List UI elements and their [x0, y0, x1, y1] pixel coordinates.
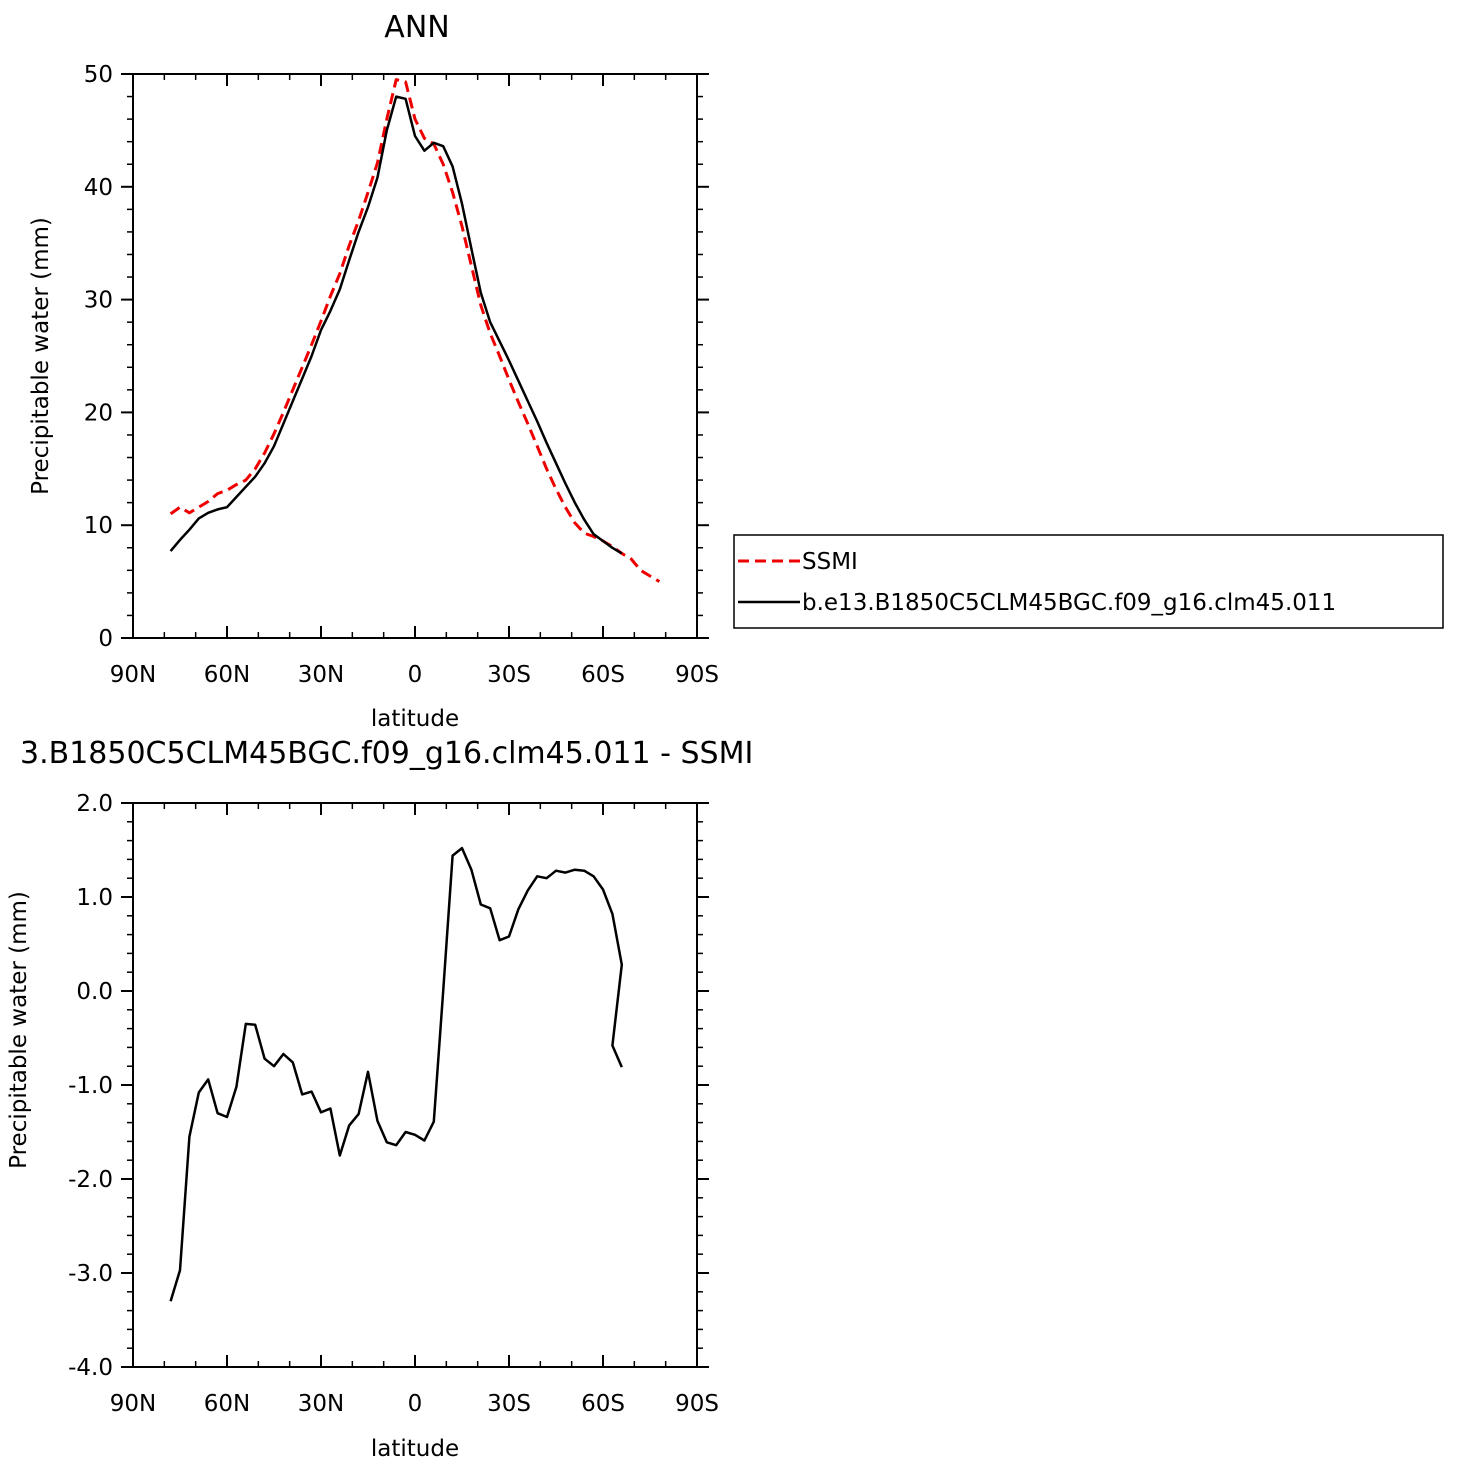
top-ytick-label: 20	[84, 400, 113, 426]
bottom-xtick-label: 60N	[204, 1391, 250, 1417]
top-xtick-label: 90S	[675, 662, 719, 688]
bottom-ytick-label: -3.0	[68, 1261, 113, 1287]
top-chart-title: ANN	[384, 10, 449, 45]
bottom-ytick-label: 2.0	[76, 791, 113, 817]
legend: SSMI b.e13.B1850C5CLM45BGC.f09_g16.clm45…	[733, 534, 1444, 629]
bottom-ytick-label: -4.0	[68, 1355, 113, 1381]
top-series-line-1	[169, 95, 623, 555]
top-chart-ticks: 90N 60N 30N 0 30S 60S 90S 0 10 20 30 40 50	[84, 62, 719, 688]
bottom-xtick-label: 0	[408, 1391, 423, 1417]
bottom-chart-series	[169, 846, 624, 1302]
bottom-chart-panel: 3.B1850C5CLM45BGC.f09_g16.clm45.011 - SS…	[6, 736, 753, 1462]
top-ytick-label: 0	[98, 626, 113, 652]
top-ytick-label: 10	[84, 513, 113, 539]
bottom-chart-ticks: 90N 60N 30N 0 30S 60S 90S -4.0 -3.0 -2.0 -1.0 0.0 1.…	[68, 791, 719, 1417]
top-ytick-label: 50	[84, 62, 113, 88]
top-chart-ylabel: Precipitable water (mm)	[28, 217, 54, 495]
bottom-chart-xlabel: latitude	[371, 1436, 459, 1462]
bottom-chart-ylabel: Precipitable water (mm)	[6, 891, 32, 1169]
legend-label-ssmi: SSMI	[802, 549, 858, 575]
bottom-xtick-label: 90S	[675, 1391, 719, 1417]
bottom-ytick-label: -1.0	[68, 1073, 113, 1099]
top-ytick-label: 30	[84, 288, 113, 314]
top-series-line-0	[169, 78, 661, 583]
bottom-series-line-0	[169, 846, 624, 1302]
bottom-xtick-label: 90N	[110, 1391, 156, 1417]
top-xtick-label: 60N	[204, 662, 250, 688]
top-chart-series	[169, 78, 661, 583]
top-xtick-label: 30N	[298, 662, 344, 688]
bottom-chart-frame	[132, 802, 698, 1368]
top-xtick-label: 0	[408, 662, 423, 688]
top-chart-frame	[132, 73, 698, 639]
top-xtick-label: 60S	[581, 662, 625, 688]
legend-label-model: b.e13.B1850C5CLM45BGC.f09_g16.clm45.011	[802, 590, 1336, 616]
bottom-xtick-label: 30N	[298, 1391, 344, 1417]
top-ytick-label: 40	[84, 175, 113, 201]
bottom-xtick-label: 60S	[581, 1391, 625, 1417]
bottom-ytick-label: 0.0	[76, 979, 113, 1005]
bottom-xtick-label: 30S	[487, 1391, 531, 1417]
bottom-ytick-label: 1.0	[76, 885, 113, 911]
top-xtick-label: 30S	[487, 662, 531, 688]
top-chart-xlabel: latitude	[371, 706, 459, 732]
bottom-chart-title: 3.B1850C5CLM45BGC.f09_g16.clm45.011 - SS…	[20, 736, 753, 771]
bottom-ytick-label: -2.0	[68, 1167, 113, 1193]
top-xtick-label: 90N	[110, 662, 156, 688]
legend-box	[733, 534, 1444, 629]
top-chart-panel: ANN latitude Precipitable water (mm) 90N…	[28, 10, 719, 732]
